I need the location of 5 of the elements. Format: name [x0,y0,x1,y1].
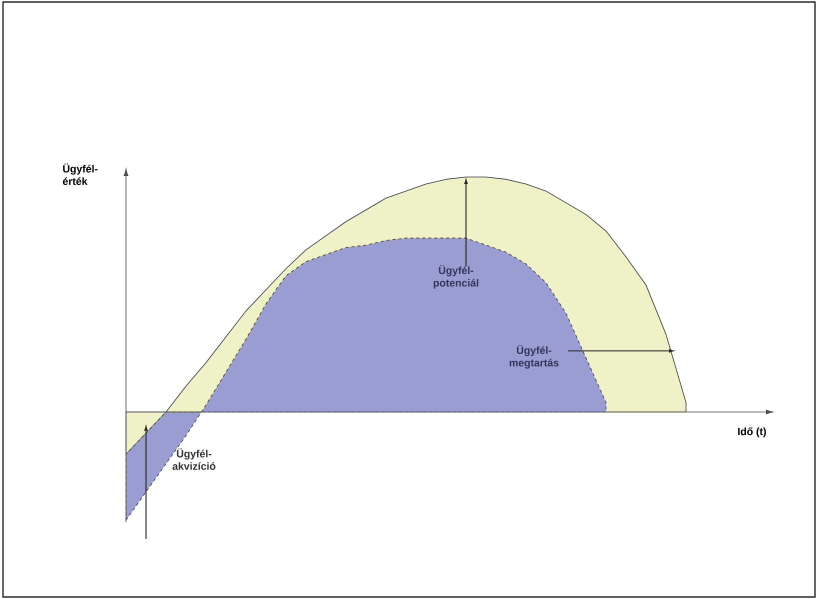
y-axis-title: Ügyfél-érték [62,164,98,186]
annotation: Ügyfél-akvizíció [172,448,216,470]
annotation: Ügyfél-megtartás [510,345,559,369]
x-axis-title: Idő (t) [738,428,766,438]
annotation: Ügyfél-potenciál [434,265,478,289]
